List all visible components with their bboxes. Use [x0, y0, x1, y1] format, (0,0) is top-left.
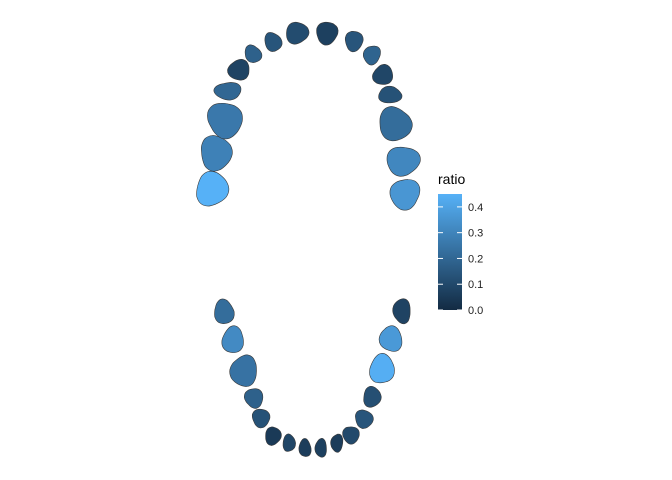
- lower-tooth-25: [298, 438, 312, 457]
- lower-tooth-30: [229, 354, 257, 387]
- upper-tooth-8: [286, 21, 310, 45]
- lower-tooth-32: [214, 298, 235, 324]
- lower-tooth-27: [265, 426, 282, 446]
- lower-tooth-23: [330, 433, 344, 453]
- lower-tooth-29: [244, 388, 264, 409]
- legend-tick-label: 0.3: [468, 228, 483, 240]
- upper-tooth-1: [196, 170, 230, 207]
- upper-tooth-10: [344, 30, 364, 53]
- legend-colorbar: [438, 194, 462, 310]
- legend-tick-label: 0.4: [468, 202, 483, 214]
- legend-tick-label: 0.0: [468, 305, 483, 317]
- legend-tick-label: 0.2: [468, 253, 483, 265]
- lower-tooth-21: [355, 409, 374, 429]
- lower-tooth-17: [392, 298, 411, 325]
- upper-tooth-12: [372, 64, 393, 85]
- legend: ratio 0.0 0.1 0.2 0.3 0.4: [438, 171, 483, 317]
- teeth-layer: [196, 21, 421, 458]
- lower-tooth-22: [342, 426, 360, 445]
- upper-tooth-16: [389, 179, 421, 211]
- lower-tooth-28: [251, 408, 271, 429]
- lower-tooth-26: [282, 433, 296, 452]
- lower-tooth-18: [378, 325, 403, 352]
- upper-tooth-9: [316, 21, 339, 46]
- upper-tooth-5: [227, 58, 250, 81]
- upper-tooth-2: [201, 135, 233, 172]
- upper-tooth-3: [207, 102, 243, 140]
- legend-title: ratio: [438, 171, 465, 187]
- upper-tooth-14: [379, 106, 413, 142]
- lower-tooth-31: [221, 325, 244, 353]
- upper-tooth-13: [378, 85, 403, 104]
- lower-tooth-19: [369, 353, 395, 384]
- upper-tooth-4: [213, 82, 242, 101]
- lower-tooth-20: [363, 385, 382, 408]
- upper-tooth-15: [386, 146, 421, 177]
- upper-tooth-6: [244, 44, 263, 63]
- legend-tick-label: 0.1: [468, 279, 483, 291]
- upper-tooth-7: [264, 32, 283, 52]
- legend-ticks: 0.0 0.1 0.2 0.3 0.4: [438, 202, 483, 317]
- lower-tooth-24: [314, 438, 327, 458]
- upper-tooth-11: [362, 45, 381, 66]
